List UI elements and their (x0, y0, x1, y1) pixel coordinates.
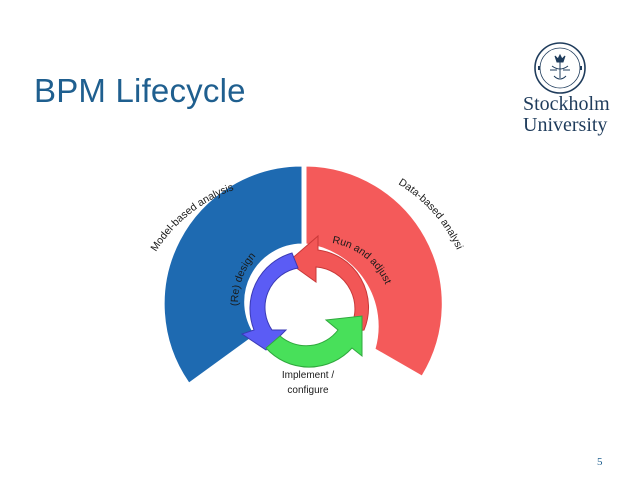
university-name-line1: Stockholm (523, 93, 610, 115)
page-number: 5 (597, 456, 603, 468)
university-name-line2: University (523, 114, 608, 136)
data-based-analysis-arc (305, 165, 443, 377)
implement-arrow (265, 315, 363, 368)
bottom-label-line2: configure (287, 385, 329, 396)
university-name: Stockholm University (523, 94, 610, 136)
model-based-analysis-arc (163, 165, 303, 384)
bottom-label-line1: Implement / (282, 370, 334, 381)
university-seal-logo (534, 42, 586, 94)
page-title: BPM Lifecycle (34, 72, 246, 109)
